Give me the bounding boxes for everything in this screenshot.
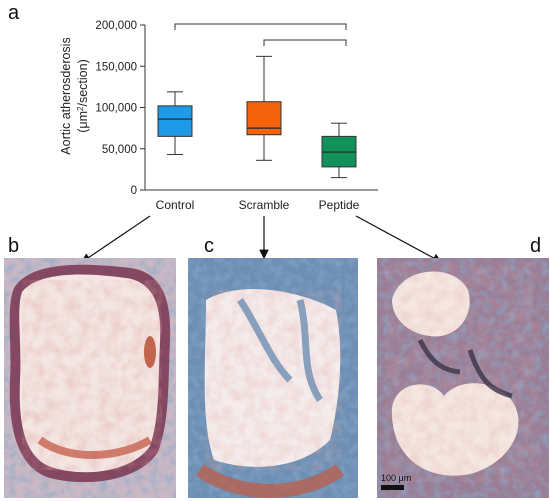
significance-brackets [174, 23, 347, 46]
y-axis-label-line1: Aortic atherosderosis [59, 37, 73, 154]
box-iqr [246, 101, 282, 136]
category-label-peptide: Peptide [319, 198, 360, 212]
arrow-control-to-b [81, 215, 151, 263]
box-control [157, 91, 193, 156]
box-series [157, 55, 357, 179]
category-label-control: Control [156, 198, 195, 212]
y-axis: 0 50,000 100,000 150,000 200,000 [95, 20, 378, 197]
y-tick-label: 100,000 [95, 103, 137, 115]
panel-label-b: b [8, 235, 19, 257]
y-tick-label: 50,000 [102, 144, 137, 156]
scale-bar [381, 485, 404, 490]
box-iqr [157, 105, 193, 137]
histology-image-scramble [188, 258, 358, 498]
panel-label-a: a [8, 2, 20, 24]
bracket-scramble-peptide [263, 39, 347, 46]
y-tick-label: 150,000 [95, 61, 137, 73]
y-axis-label-line2: (μm2/section) [76, 59, 91, 132]
box-scramble [246, 55, 282, 161]
y-axis-label-unit-post: /section) [76, 59, 90, 106]
histology-image-peptide: 100 μm [377, 258, 549, 498]
histology-image-control [4, 258, 176, 498]
x-axis-categories: Control Scramble Peptide [156, 198, 360, 212]
panel-label-d: d [530, 235, 541, 257]
arrow-peptide-to-d [355, 215, 443, 263]
y-axis-label-unit-sup: 2 [76, 106, 85, 111]
bracket-control-peptide [174, 23, 347, 30]
y-tick-label: 0 [131, 185, 137, 197]
category-label-scramble: Scramble [239, 198, 290, 212]
box-peptide [321, 122, 357, 179]
y-tick-label: 200,000 [95, 20, 137, 32]
scale-bar-label: 100 μm [381, 473, 411, 483]
y-axis-label-unit-pre: (μm [76, 111, 90, 133]
box-plot: 0 50,000 100,000 150,000 200,000 Control Scra… [59, 20, 378, 212]
panel-label-c: c [204, 235, 214, 257]
